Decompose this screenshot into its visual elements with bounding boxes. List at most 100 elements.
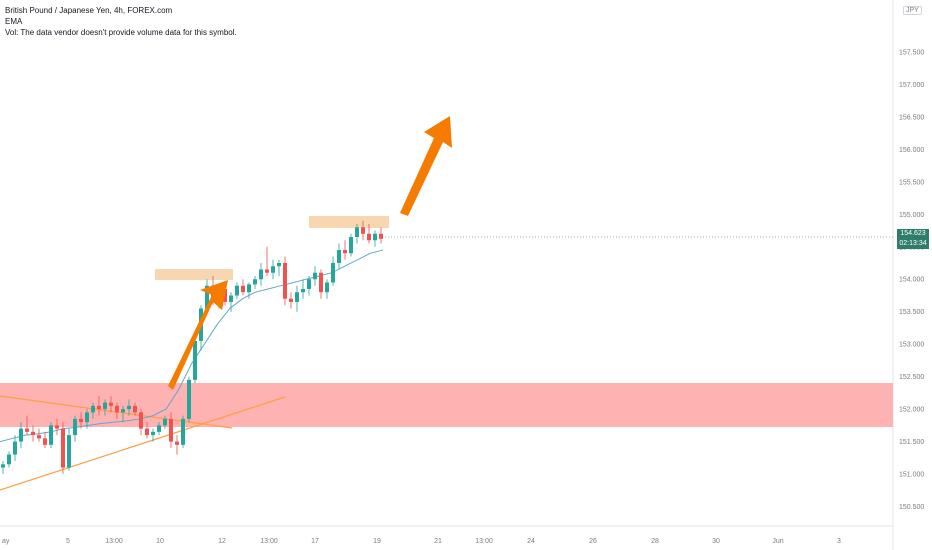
candle <box>271 259 275 280</box>
x-axis-ticks: ay 5 13:00 10 12 13:00 17 19 21 13:00 24 26 28 30 Jun 3 <box>2 538 841 545</box>
candles <box>1 220 383 475</box>
y-tick-label: 155.500 <box>899 179 924 186</box>
y-tick-label: 152.000 <box>899 407 924 414</box>
y-tick-label: 156.500 <box>899 114 924 121</box>
candle <box>367 224 371 244</box>
last-price-value: 154.623 <box>900 230 926 237</box>
candle <box>379 227 383 244</box>
candle <box>145 422 149 439</box>
candle <box>259 263 263 286</box>
candle <box>13 435 17 462</box>
supply-zone-1[interactable] <box>155 269 233 280</box>
y-axis-ticks: 150.500 151.000 151.500 152.000 152.500 153.0… <box>899 49 924 511</box>
x-tick-label: 21 <box>434 538 442 545</box>
candle <box>355 224 359 244</box>
candle <box>121 405 125 423</box>
candle <box>253 275 257 289</box>
y-tick-label: 151.500 <box>899 439 924 446</box>
candle <box>67 428 71 471</box>
candle <box>115 402 119 419</box>
candle <box>85 409 89 429</box>
up-arrow-1[interactable] <box>168 280 228 390</box>
demand-zone[interactable] <box>0 383 893 427</box>
candle <box>373 230 377 247</box>
candle <box>319 269 323 299</box>
symbol-title[interactable]: British Pound / Japanese Yen, 4h, FOREX.… <box>5 6 173 15</box>
x-tick-label: 13:00 <box>260 538 278 545</box>
candle <box>283 256 287 306</box>
x-tick-label: 17 <box>311 538 319 545</box>
candle <box>109 396 113 413</box>
candle <box>361 220 365 241</box>
candle <box>19 422 23 449</box>
supply-zone-2[interactable] <box>309 216 389 228</box>
candle <box>133 402 137 416</box>
y-tick-label: 157.500 <box>899 49 924 56</box>
y-tick-label: 155.000 <box>899 212 924 219</box>
x-tick-label: 5 <box>66 538 70 545</box>
y-tick-label: 152.500 <box>899 374 924 381</box>
candle <box>73 415 77 442</box>
candle <box>37 428 41 442</box>
candle <box>175 435 179 455</box>
x-tick-label: 12 <box>218 538 226 545</box>
candle <box>127 399 131 416</box>
candle <box>91 402 95 419</box>
ascending-trendline[interactable] <box>0 396 286 491</box>
candle <box>295 285 299 312</box>
y-tick-label: 153.000 <box>899 342 924 349</box>
candle <box>79 412 83 429</box>
candle <box>43 431 47 449</box>
candle <box>337 243 341 270</box>
candle <box>193 337 197 384</box>
x-tick-label: ay <box>2 538 10 545</box>
candle <box>97 396 101 416</box>
candle <box>181 415 185 449</box>
currency-badge[interactable]: JPY <box>903 6 922 15</box>
candle <box>169 412 173 449</box>
x-tick-label: 10 <box>156 538 164 545</box>
y-tick-label: 153.500 <box>899 309 924 316</box>
candle <box>313 266 317 286</box>
candle <box>103 399 107 416</box>
x-tick-label: 19 <box>373 538 381 545</box>
candle <box>349 233 353 257</box>
candle <box>25 415 29 436</box>
up-arrow-2[interactable] <box>400 116 452 216</box>
chart-info-panel: British Pound / Japanese Yen, 4h, FOREX.… <box>5 5 237 38</box>
y-tick-label: 150.500 <box>899 504 924 511</box>
candle <box>49 422 53 449</box>
candle <box>301 279 305 299</box>
candle <box>31 425 35 442</box>
x-tick-label: Jun <box>772 538 783 545</box>
candle <box>241 279 245 296</box>
x-tick-label: 26 <box>589 538 597 545</box>
candle <box>331 256 335 286</box>
candle <box>265 246 269 276</box>
candle <box>187 376 191 423</box>
candle <box>325 279 329 299</box>
candle <box>61 422 65 475</box>
candle <box>247 282 251 299</box>
candle <box>139 409 143 436</box>
indicator-label[interactable]: EMA <box>5 17 23 26</box>
y-tick-label: 151.000 <box>899 472 924 479</box>
candle <box>307 275 311 296</box>
volume-note: Vol: The data vendor doesn't provide vol… <box>5 28 237 37</box>
candle <box>229 292 233 312</box>
candle <box>235 282 239 299</box>
candle <box>289 292 293 309</box>
candle <box>157 422 161 436</box>
x-tick-label: 13:00 <box>105 538 123 545</box>
y-tick-label: 154.000 <box>899 277 924 284</box>
x-tick-label: 28 <box>651 538 659 545</box>
candle <box>55 418 59 436</box>
candle <box>1 461 5 475</box>
y-tick-label: 157.000 <box>899 82 924 89</box>
candle <box>277 259 281 276</box>
candle <box>163 415 167 429</box>
x-tick-label: 13:00 <box>475 538 493 545</box>
candle <box>7 451 11 468</box>
x-tick-label: 24 <box>527 538 535 545</box>
